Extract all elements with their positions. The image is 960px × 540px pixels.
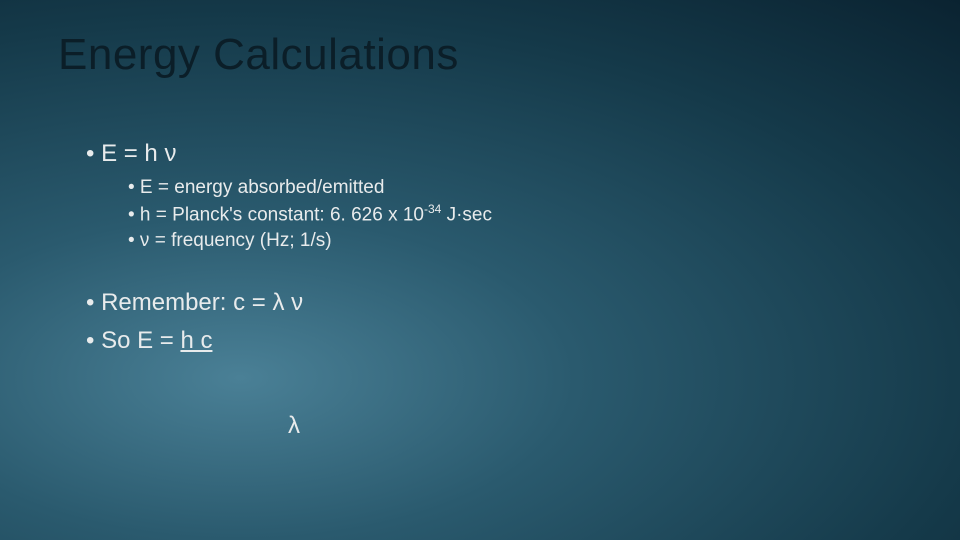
bullet-derived: • So E = h c <box>86 325 492 356</box>
sub-bullet-frequency: • ν = frequency (Hz; 1/s) <box>128 228 492 254</box>
slide-title: Energy Calculations <box>58 30 459 80</box>
slide-container: Energy Calculations • E = h ν • E = ener… <box>0 0 960 540</box>
sub-bullet-group: • E = energy absorbed/emitted • h = Plan… <box>128 175 492 253</box>
fraction-denominator: λ <box>288 412 300 440</box>
slide-body: • E = h ν • E = energy absorbed/emitted … <box>86 138 492 362</box>
planck-unit: J·sec <box>441 204 492 225</box>
bullet-formula: • E = h ν <box>86 138 492 169</box>
planck-exponent: -34 <box>424 202 441 216</box>
sub-bullet-energy: • E = energy absorbed/emitted <box>128 175 492 201</box>
sub-bullet-planck: • h = Planck's constant: 6. 626 x 10-34 … <box>128 201 492 228</box>
so-prefix: • So E = <box>86 327 180 354</box>
fraction-numerator: h c <box>180 327 212 354</box>
bullet-remember: • Remember: c = λ ν <box>86 287 492 318</box>
planck-text: • h = Planck's constant: 6. 626 x 10 <box>128 204 424 225</box>
